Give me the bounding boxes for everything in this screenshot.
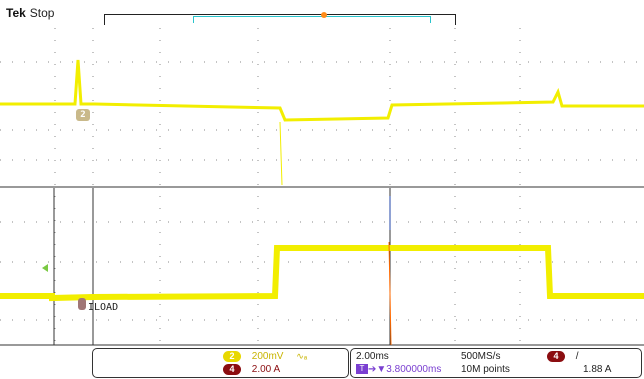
ch4-readout[interactable]: 4 2.00 A [223, 364, 280, 375]
ch4-offset-marker [42, 264, 48, 272]
record-length: 10M points [461, 364, 510, 375]
trigger-delay-readout[interactable]: T ➔▼3.800000ms [356, 364, 441, 375]
ch4-scale: 2.00 A [251, 364, 281, 376]
ch4-badge: 4 [223, 364, 241, 375]
timebase-scale[interactable]: 2.00ms [356, 351, 389, 362]
zoom-window-indicator[interactable] [193, 16, 431, 23]
brand-and-acq-state: Tek Stop [6, 6, 54, 20]
ch4-label-text: ILOAD [88, 302, 119, 313]
bottom-readouts: 2 200mV ∿ₐ 4 2.00 A 2.00ms 500MS/s T ➔▼3.… [92, 348, 642, 378]
acquisition-state[interactable]: Stop [29, 6, 55, 20]
delay-arrow-icon: ➔ [368, 364, 377, 375]
ch2-readout[interactable]: 2 200mV ∿ₐ [223, 351, 307, 362]
ch2-trace [0, 59, 644, 122]
trigger-source-readout[interactable]: 4 / [547, 351, 579, 362]
trigger-slope-icon: / [575, 351, 579, 363]
ch2-badge: 2 [223, 351, 241, 362]
ch4-trace [0, 245, 644, 302]
sample-rate: 500MS/s [461, 351, 501, 362]
ch2-marker-badge[interactable]: 2 [76, 109, 90, 121]
ch4-waveform-label[interactable]: ILOAD [78, 298, 119, 313]
top-status-bar: Tek Stop [0, 0, 644, 26]
trigger-source-badge: 4 [547, 351, 565, 362]
ch2-scale: 200mV [251, 351, 284, 363]
ch4-transient [388, 241, 392, 346]
horizontal-trigger-readout-box[interactable]: 2.00ms 500MS/s T ➔▼3.800000ms 10M points … [350, 348, 642, 378]
ch2-spike [279, 121, 283, 186]
trigger-level[interactable]: 1.88 A [583, 364, 612, 375]
channel-readout-box[interactable]: 2 200mV ∿ₐ 4 2.00 A [92, 348, 349, 378]
channel-markers[interactable] [42, 264, 48, 272]
ch4-marker-badge[interactable] [78, 298, 86, 310]
trigger-position-marker[interactable] [321, 12, 327, 18]
waveform-traces [0, 59, 644, 346]
ac-bandwidth-icon: ∿ₐ [296, 351, 308, 362]
brand-logo: Tek [6, 6, 26, 20]
trigger-delay-icon: T [356, 364, 368, 375]
trigger-delay-value: ▼3.800000ms [376, 364, 442, 375]
waveform-display[interactable] [0, 0, 644, 348]
record-view-bar[interactable] [104, 14, 456, 25]
ch2-waveform-label[interactable]: 2 [76, 108, 92, 122]
